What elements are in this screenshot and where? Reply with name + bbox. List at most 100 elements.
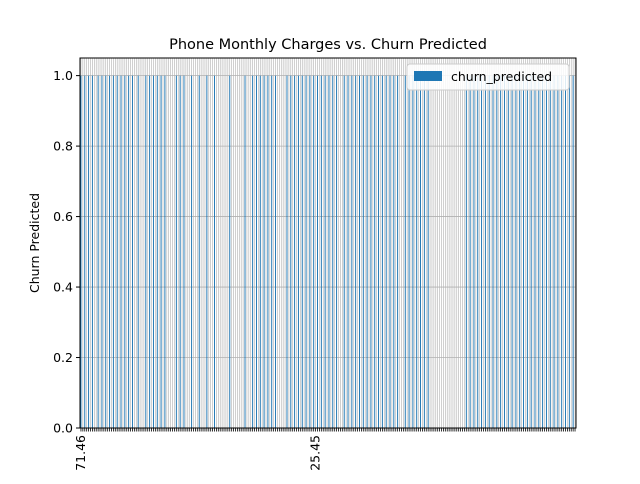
x-tick-label: 71.46 (73, 435, 88, 471)
bars-layer (80, 75, 574, 428)
legend: churn_predicted (406, 63, 570, 91)
bar (515, 75, 517, 428)
bar (290, 75, 292, 428)
bar (252, 75, 254, 428)
bar (267, 75, 269, 428)
bar (500, 75, 502, 428)
bar (286, 75, 288, 428)
bar (97, 75, 99, 428)
bar (156, 75, 158, 428)
bar (88, 75, 90, 428)
bar (568, 75, 570, 428)
chart-title: Phone Monthly Charges vs. Churn Predicte… (169, 37, 487, 53)
bar (317, 75, 318, 428)
bar (120, 75, 122, 428)
bar (503, 75, 505, 428)
y-tick-label: 0.4 (53, 280, 73, 295)
bar (362, 75, 364, 428)
bar (393, 75, 395, 428)
y-tick-label: 1.0 (53, 68, 73, 83)
legend-swatch (414, 71, 442, 81)
bar (324, 75, 326, 428)
bar (469, 75, 471, 428)
x-axis-ticks: 71.46 25.45 (73, 428, 576, 471)
y-tick-label: 0.8 (53, 139, 73, 154)
bar (271, 75, 273, 428)
bar (389, 75, 391, 428)
y-axis-label: Churn Predicted (27, 193, 42, 293)
bar (131, 75, 133, 428)
bar (152, 75, 154, 428)
bar (565, 75, 566, 428)
bar (255, 75, 257, 428)
bar (105, 75, 107, 428)
bar (183, 75, 185, 428)
bar (355, 75, 357, 428)
bar (549, 75, 551, 428)
y-axis-ticks: 0.0 0.2 0.4 0.6 0.8 1.0 (53, 68, 80, 436)
bar (557, 75, 559, 428)
bar (149, 75, 151, 428)
bar (84, 75, 86, 428)
bar (275, 75, 277, 428)
bar (404, 75, 406, 428)
bar (397, 75, 399, 428)
bar (313, 75, 315, 428)
bar (553, 75, 555, 428)
bar (116, 75, 118, 428)
bar (336, 75, 338, 428)
bar (179, 75, 181, 428)
bar (481, 75, 483, 428)
bar (160, 75, 162, 428)
bar (523, 75, 525, 428)
plot-area-frame (79, 57, 577, 429)
bar (328, 75, 330, 428)
bar (492, 75, 494, 428)
bar (109, 75, 111, 428)
bar (309, 75, 311, 428)
bar (347, 75, 349, 428)
bar (423, 75, 425, 428)
bar (294, 75, 296, 428)
bar (381, 75, 383, 428)
bar (545, 75, 547, 428)
bar (427, 75, 429, 428)
bar (320, 75, 322, 428)
legend-box (406, 63, 570, 91)
bar (484, 75, 486, 428)
bar (370, 75, 372, 428)
bar (526, 75, 528, 428)
bar (416, 75, 418, 428)
y-tick-label: 0.2 (53, 350, 73, 365)
bar (488, 75, 490, 428)
bar (164, 75, 166, 428)
bar (561, 75, 563, 428)
bar (263, 75, 265, 428)
bar (191, 75, 193, 428)
bar (538, 75, 540, 428)
bar (572, 75, 574, 428)
bar (198, 75, 200, 428)
bar (175, 75, 177, 428)
bar (496, 75, 498, 428)
bar (359, 75, 360, 428)
bar (259, 75, 261, 428)
bar (80, 75, 82, 428)
bar (366, 75, 368, 428)
bar (91, 75, 93, 428)
y-tick-label: 0.6 (53, 209, 73, 224)
bar (214, 75, 215, 428)
bar (385, 75, 387, 428)
bar (343, 75, 345, 428)
bar (351, 75, 353, 428)
bar (378, 75, 380, 428)
bar (374, 75, 376, 428)
y-tick-label: 0.0 (53, 421, 73, 436)
bar (297, 75, 299, 428)
bar (206, 75, 208, 428)
bar (305, 75, 307, 428)
bar (332, 75, 334, 428)
bar (244, 75, 246, 428)
